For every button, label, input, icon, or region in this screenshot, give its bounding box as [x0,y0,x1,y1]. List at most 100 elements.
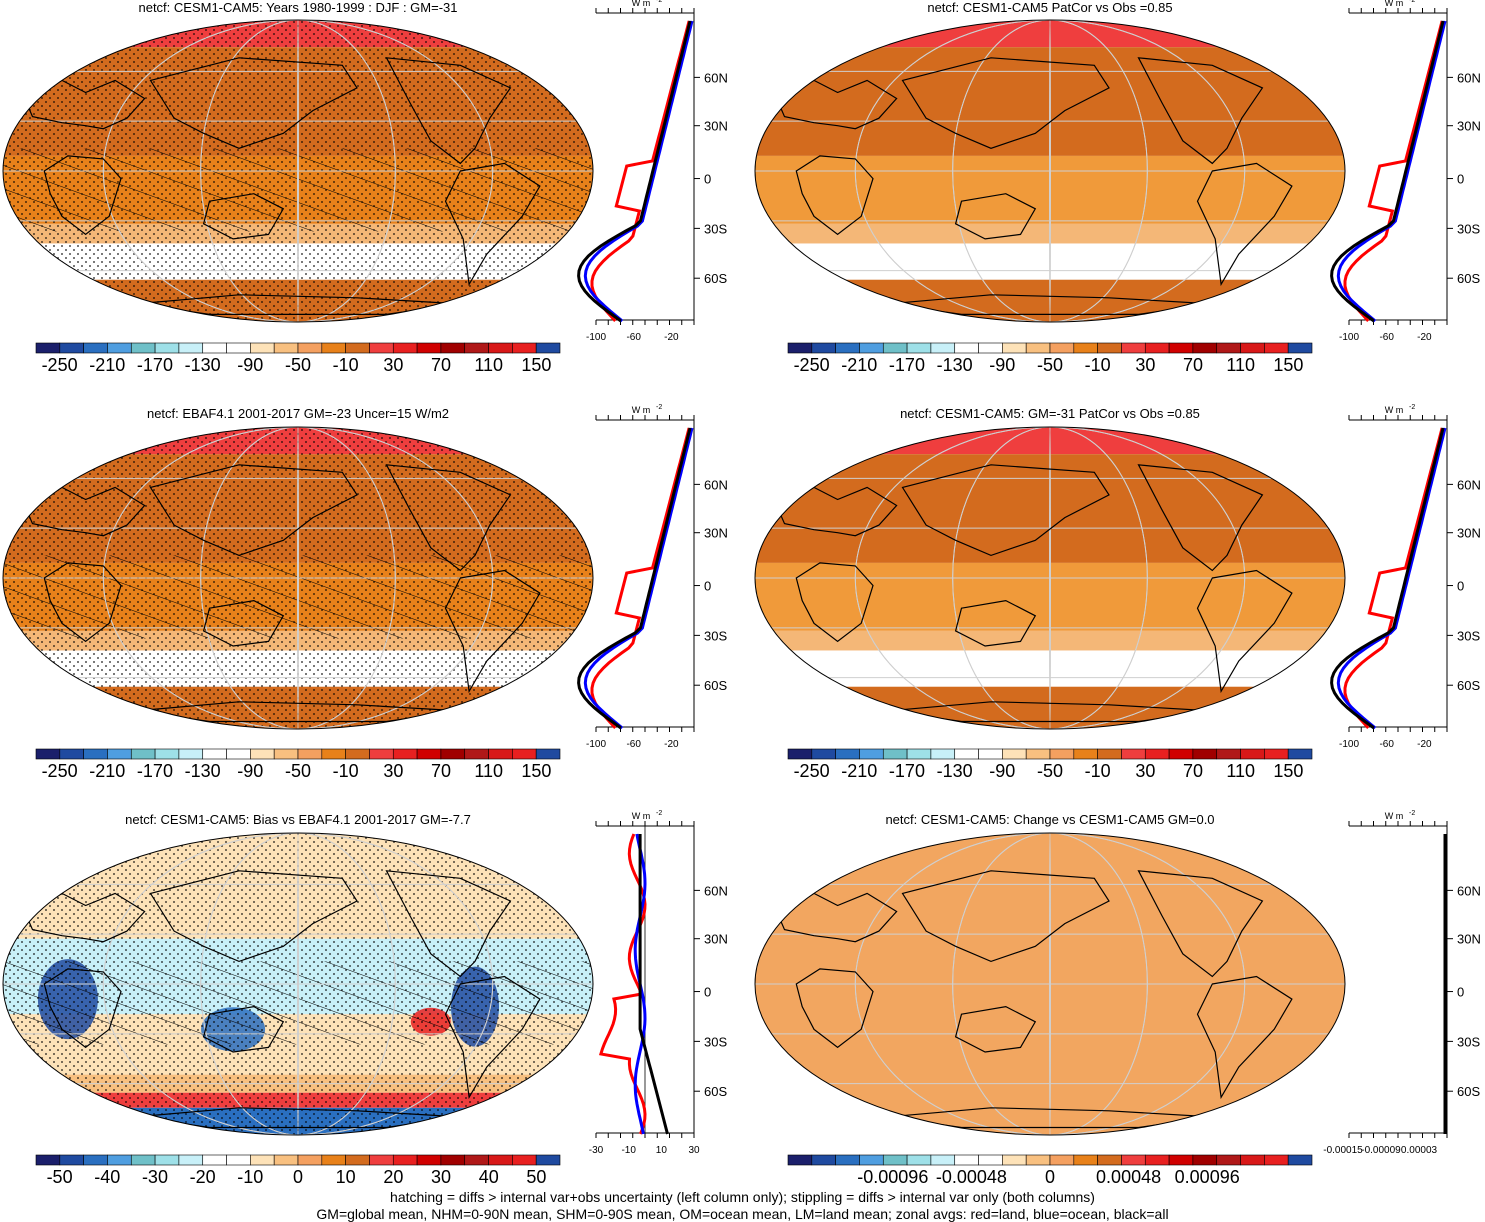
colorbar-swatch [954,342,979,354]
colorbar-swatch [1264,342,1289,354]
colorbar-swatch [1216,342,1241,354]
map-field [755,427,1345,729]
zonal-lat-label: 0 [1457,172,1464,187]
colorbar-swatch [1073,342,1098,354]
graticule-lon [1049,20,1051,322]
colorbar-swatch [1144,342,1170,354]
colorbar-label: 70 [431,355,451,375]
coastline [43,968,122,1049]
zonal-mean-plot: W m -2 60N 30N 0 30S 60S -30 -10 10 30 [589,810,728,1156]
colorbar-swatch [787,1154,813,1166]
colorbar-label: -50 [1037,761,1063,781]
colorbar-label: -90 [989,355,1015,375]
colorbar-swatch [416,748,442,760]
colorbar-label: -10 [1085,355,1111,375]
zonal-unit-exponent: -2 [1409,404,1415,411]
zonal-lat-label: 60N [1457,883,1481,898]
zonal-x-tick-label: -60 [626,332,641,343]
zonal-lat-label: 60N [704,477,728,492]
colorbar-swatch [107,342,132,354]
colorbar-swatch [107,1154,132,1166]
map-outline [2,19,594,323]
colorbar-swatch [512,342,537,354]
panel-title: netcf: CESM1-CAM5: Years 1980-1999 : DJF… [138,0,457,15]
colorbar-swatch [130,1154,156,1166]
colorbar-swatch [859,1154,884,1166]
colorbar-swatch [1192,748,1218,760]
colorbar-swatch [1264,1154,1289,1166]
graticule-lon [102,833,494,1135]
colorbar-swatch [321,1154,346,1166]
colorbar-label: -250 [42,761,78,781]
coastline [1137,870,1264,978]
colorbar-label: 10 [336,1167,356,1187]
colorbar-swatch [535,342,561,354]
colorbar-label: -170 [889,355,925,375]
zonal-x-tick-label: 10 [656,1145,668,1156]
zonal-all-line [1330,427,1445,730]
colorbar-label: 0 [293,1167,303,1187]
colorbar-swatch [1240,1154,1265,1166]
colorbar-label: -10 [1085,761,1111,781]
coastline [444,162,541,287]
colorbar-swatch [954,1154,979,1166]
panels-layer: netcf: CESM1-CAM5: Years 1980-1999 : DJF… [2,0,1481,1187]
zonal-lat-label: 30S [1457,628,1480,643]
coastline [777,892,898,943]
colorbar-swatch [835,748,860,760]
colorbar-swatch [1097,1154,1122,1166]
graticule-lon [1049,833,1051,1135]
colorbar-swatch [1097,748,1122,760]
colorbar-swatch [930,1154,956,1166]
map-field [3,20,593,322]
colorbar-label: 70 [1183,761,1203,781]
zonal-lat-label: 30N [1457,932,1481,947]
colorbar-label: 0.00096 [1175,1167,1240,1187]
colorbar-swatch [154,342,180,354]
graticule-lon [854,833,1246,1135]
colorbar-swatch [297,1154,323,1166]
colorbar-swatch [178,342,204,354]
zonal-lat-label: 0 [704,172,711,187]
colorbar-swatch [1287,1154,1313,1166]
colorbar-swatch [1144,748,1170,760]
colorbar-swatch [202,748,227,760]
graticule-lon [200,833,396,1135]
colorbar-swatch [978,1154,1003,1166]
colorbar-swatch [882,1154,908,1166]
colorbar-label: -210 [89,761,125,781]
zonal-x-tick-label: -20 [1417,739,1432,750]
zonal-lat-label: 60N [1457,70,1481,85]
coastline [202,1005,285,1053]
panel-title: netcf: CESM1-CAM5: GM=-31 PatCor vs Obs … [900,406,1200,421]
colorbar-label: -130 [937,355,973,375]
colorbar-label: -10 [333,761,359,781]
colorbar-swatch [226,748,251,760]
colorbar-swatch [811,748,836,760]
zonal-ocean-line [583,20,694,323]
zonal-unit-exponent: -2 [656,810,662,817]
colorbar-swatch [978,748,1003,760]
colorbar-label: 150 [1273,761,1303,781]
zonal-x-tick-label: -30 [589,1145,604,1156]
zonal-lat-label: 30N [704,932,728,947]
colorbar-swatch [202,1154,227,1166]
colorbar-swatch [512,748,537,760]
colorbar-swatch [930,342,956,354]
zonal-all-line [577,20,692,323]
colorbar-swatch [1240,342,1265,354]
colorbar-swatch [59,342,84,354]
colorbar-label: 110 [474,355,503,375]
colorbar-label: -10 [333,355,359,375]
colorbar-label: -50 [285,761,311,781]
map-field [755,833,1345,1135]
colorbar-label: -250 [794,761,830,781]
colorbar-swatch [1216,1154,1241,1166]
colorbar-swatch [906,342,932,354]
colorbar-swatch [1168,342,1194,354]
map-field [755,20,1345,322]
zonal-unit-exponent: -2 [1409,810,1415,817]
zonal-lat-label: 0 [1457,579,1464,594]
panel-title: netcf: EBAF4.1 2001-2017 GM=-23 Uncer=15… [147,406,449,421]
colorbar-swatch [35,1154,61,1166]
